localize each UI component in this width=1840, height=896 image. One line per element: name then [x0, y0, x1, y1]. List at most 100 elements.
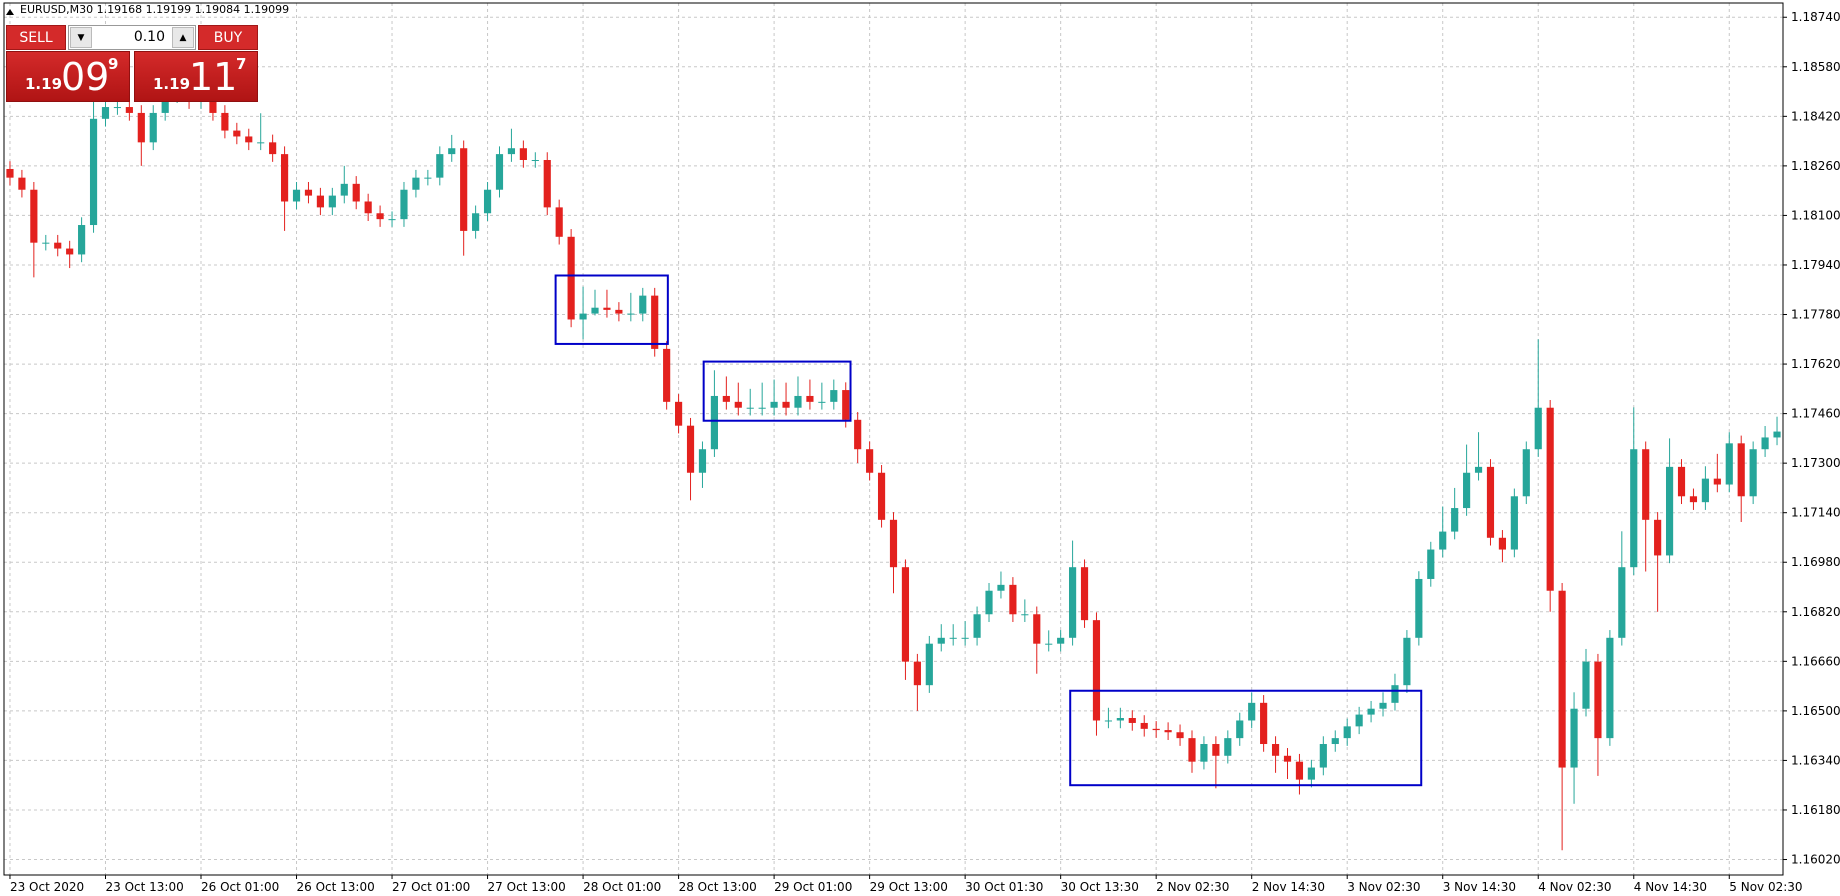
- candle-body: [1558, 590, 1566, 768]
- candle-body: [937, 637, 945, 644]
- candles: [6, 81, 1781, 851]
- candle-body: [1021, 614, 1029, 616]
- y-tick-label: 1.17460: [1791, 407, 1840, 421]
- x-tick-label: 26 Oct 01:00: [201, 880, 279, 894]
- candle-body: [364, 201, 372, 214]
- candle-body: [1522, 449, 1530, 497]
- candle-body: [101, 107, 110, 119]
- candle-body: [555, 207, 563, 237]
- candle-body: [137, 112, 145, 143]
- candle-body: [66, 248, 74, 255]
- sell-price[interactable]: 1.19 09 9: [6, 51, 130, 102]
- candle-body: [1701, 478, 1709, 503]
- lot-up[interactable]: ▲: [172, 27, 194, 48]
- buy-price[interactable]: 1.19 11 7: [134, 51, 258, 102]
- x-tick-label: 5 Nov 02:30: [1729, 880, 1802, 894]
- candle-body: [1654, 519, 1662, 556]
- candle-body: [722, 395, 730, 402]
- candle-body: [257, 142, 265, 144]
- candle-body: [1009, 584, 1017, 615]
- candle-body: [949, 637, 957, 639]
- candle-body: [113, 107, 122, 109]
- candle-body: [280, 154, 289, 202]
- candle-body: [1749, 449, 1757, 497]
- candle-body: [1152, 728, 1160, 731]
- y-tick-label: 1.16660: [1791, 654, 1840, 668]
- x-tick-label: 29 Oct 01:00: [774, 880, 852, 894]
- y-tick-label: 1.18580: [1791, 60, 1840, 74]
- candle-body: [531, 159, 539, 161]
- candle-body: [125, 107, 133, 113]
- candle-body: [1128, 718, 1136, 723]
- y-tick-label: 1.16340: [1791, 753, 1840, 767]
- candle-body: [675, 401, 683, 426]
- candle-body: [1665, 466, 1674, 556]
- x-tick-label: 4 Nov 02:30: [1538, 880, 1611, 894]
- lot-down[interactable]: ▼: [70, 27, 92, 48]
- candle-body: [472, 213, 480, 231]
- candle-body: [388, 219, 396, 221]
- candle-body: [782, 401, 790, 408]
- candle-body: [1331, 738, 1339, 745]
- candle-body: [1463, 472, 1471, 509]
- sell-button[interactable]: SELL: [6, 25, 66, 50]
- plot-frame: [3, 2, 1784, 876]
- candle-body: [233, 130, 241, 137]
- collapse-icon[interactable]: [6, 9, 14, 15]
- y-tick-label: 1.16020: [1791, 853, 1840, 867]
- candle-body: [1642, 449, 1650, 520]
- candle-body: [1092, 620, 1101, 721]
- x-tick-label: 28 Oct 01:00: [583, 880, 661, 894]
- x-tick-label: 23 Oct 13:00: [105, 880, 183, 894]
- candle-body: [1570, 708, 1578, 768]
- candle-body: [961, 637, 969, 639]
- y-tick-label: 1.16820: [1791, 605, 1840, 619]
- candle-body: [734, 401, 742, 408]
- candle-body: [806, 395, 814, 402]
- x-tick-label: 3 Nov 02:30: [1347, 880, 1420, 894]
- candle-body: [1283, 755, 1292, 762]
- buy-button[interactable]: BUY: [198, 25, 258, 50]
- range-box: [554, 274, 669, 345]
- candle-body: [1260, 702, 1268, 745]
- price-big: 1.19: [25, 75, 63, 93]
- candle-body: [424, 177, 432, 179]
- candle-body: [1295, 761, 1304, 780]
- candle-body: [973, 614, 981, 638]
- y-tick-label: 1.18740: [1791, 10, 1840, 24]
- candle-body: [1236, 720, 1244, 739]
- candle-body: [1200, 744, 1208, 762]
- x-tick-label: 28 Oct 13:00: [679, 880, 757, 894]
- candle-body: [412, 177, 420, 190]
- y-tick-label: 1.16980: [1791, 555, 1840, 569]
- x-tick-label: 3 Nov 14:30: [1443, 880, 1516, 894]
- candle-body: [269, 142, 277, 155]
- y-tick-label: 1.18100: [1791, 208, 1840, 222]
- lot-input[interactable]: ▼ 0.10 ▲: [68, 25, 196, 50]
- price-pips: 09: [61, 55, 110, 99]
- candle-body: [591, 307, 599, 314]
- candle-body: [1510, 496, 1518, 550]
- candle-body: [710, 395, 718, 450]
- candle-body: [1534, 407, 1542, 450]
- candle-body: [18, 177, 26, 190]
- grid: [4, 3, 1783, 875]
- candle-body: [925, 643, 933, 686]
- candle-body: [149, 112, 157, 143]
- candle-body: [1677, 466, 1686, 497]
- y-tick-label: 1.16500: [1791, 704, 1840, 718]
- y-tick-label: 1.17620: [1791, 357, 1840, 371]
- candle-body: [352, 183, 360, 202]
- candle-body: [1439, 531, 1447, 550]
- candle-body: [830, 390, 838, 402]
- x-tick-label: 30 Oct 01:30: [965, 880, 1043, 894]
- candle-body: [1188, 738, 1196, 762]
- candle-body: [1248, 702, 1256, 721]
- candle-body: [1355, 714, 1363, 727]
- candle-body: [1176, 732, 1184, 739]
- candle-body: [1391, 685, 1399, 703]
- candle-body: [245, 136, 253, 143]
- candle-body: [42, 242, 50, 244]
- candle-body: [292, 189, 301, 202]
